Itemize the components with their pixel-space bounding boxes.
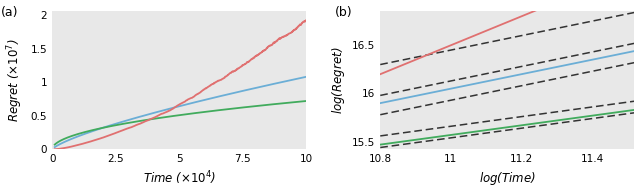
X-axis label: Time ($\times10^4$): Time ($\times10^4$) (143, 170, 216, 187)
Y-axis label: $log$(Regret): $log$(Regret) (330, 47, 347, 114)
Y-axis label: Regret ($\times10^7$): Regret ($\times10^7$) (6, 39, 25, 122)
Text: (b): (b) (335, 6, 352, 19)
Text: (a): (a) (1, 6, 19, 19)
X-axis label: $log$(Time): $log$(Time) (479, 170, 536, 187)
